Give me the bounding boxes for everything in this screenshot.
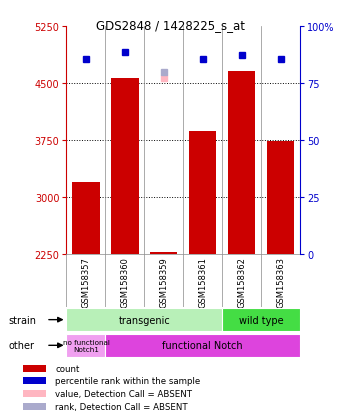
Bar (23, 403, 46, 410)
Text: wild type: wild type (239, 315, 283, 325)
Bar (150, 252, 177, 254)
Bar (267, 142, 294, 254)
Text: no functional
Notch1: no functional Notch1 (62, 339, 109, 352)
Text: GSM158360: GSM158360 (120, 256, 129, 307)
Bar (72, 182, 100, 254)
Text: value, Detection Call = ABSENT: value, Detection Call = ABSENT (55, 389, 192, 398)
Text: GSM158362: GSM158362 (237, 256, 246, 307)
Text: GDS2848 / 1428225_s_at: GDS2848 / 1428225_s_at (96, 19, 245, 31)
Bar (111, 79, 138, 254)
Bar (23, 390, 46, 397)
Text: transgenic: transgenic (118, 315, 170, 325)
Bar (105, 334, 300, 357)
Text: GSM158361: GSM158361 (198, 256, 207, 307)
Bar (23, 366, 46, 373)
Text: percentile rank within the sample: percentile rank within the sample (55, 376, 201, 385)
Bar (228, 72, 255, 254)
Text: count: count (55, 365, 80, 373)
Bar (23, 377, 46, 384)
Text: GSM158363: GSM158363 (276, 256, 285, 308)
Bar (222, 308, 300, 332)
Text: functional Notch: functional Notch (162, 340, 243, 351)
Text: rank, Detection Call = ABSENT: rank, Detection Call = ABSENT (55, 402, 188, 411)
Text: GSM158357: GSM158357 (81, 256, 90, 307)
Bar (189, 131, 217, 254)
Text: strain: strain (9, 315, 36, 325)
Bar (66, 308, 222, 332)
Text: other: other (9, 340, 34, 351)
Bar (66, 334, 105, 357)
Text: GSM158359: GSM158359 (159, 256, 168, 307)
